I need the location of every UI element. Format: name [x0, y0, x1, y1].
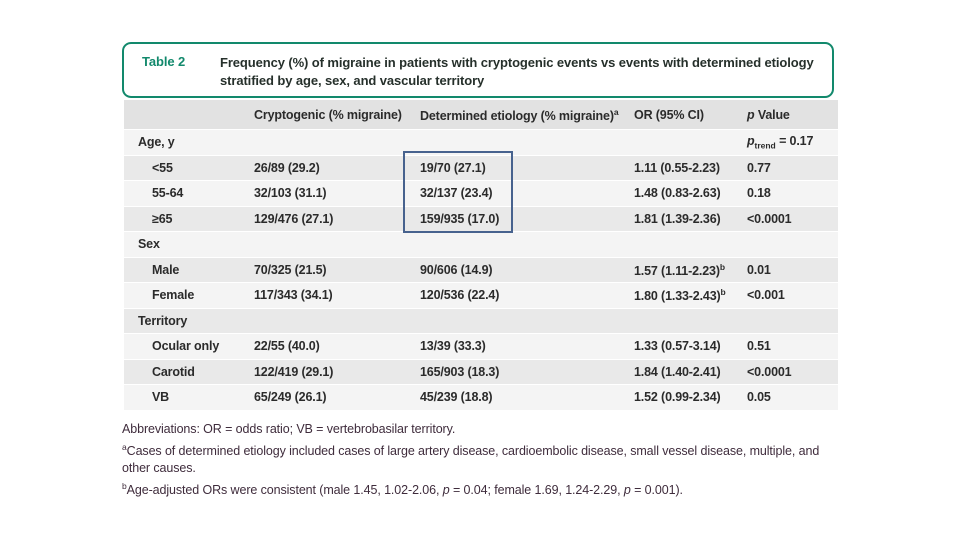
table-cell: 70/325 (21.5) [254, 262, 327, 277]
table-row: <55 26/89 (29.2) 19/70 (27.1) 1.11 (0.55-2.… [124, 155, 838, 181]
table-cell: 129/476 (27.1) [254, 211, 334, 226]
table-row: 55-64 32/103 (31.1) 32/137 (23.4) 1.48 (0.8… [124, 181, 838, 207]
table-header-row: Cryptogenic (% migraine) Determined etiol… [124, 100, 838, 130]
table-cell: 1.80 (1.33-2.43)b [634, 287, 726, 304]
table-number-label: Table 2 [142, 54, 186, 69]
table-cell: 45/239 (18.8) [420, 390, 493, 405]
table-cell: 1.33 (0.57-3.14) [634, 339, 721, 354]
highlight-box-determined-etiology-age [403, 151, 513, 233]
table-section-row: Sex [124, 232, 838, 258]
row-label: Territory [138, 313, 188, 328]
table-footnotes: Abbreviations: OR = odds ratio; VB = ver… [122, 421, 848, 499]
table-cell: 19/70 (27.1) [420, 160, 486, 175]
table-cell: 159/935 (17.0) [420, 211, 500, 226]
row-label: ≥65 [152, 211, 173, 226]
row-label: 55-64 [152, 186, 184, 201]
table-caption: Frequency (%) of migraine in patients wi… [220, 55, 814, 88]
table-row: VB 65/249 (26.1) 45/239 (18.8) 1.52 (0.99-2… [124, 385, 838, 411]
table-cell: 1.84 (1.40-2.41) [634, 364, 721, 379]
data-table: Cryptogenic (% migraine) Determined etiol… [124, 100, 838, 411]
table-row: ≥65 129/476 (27.1) 159/935 (17.0) 1.81 (1.3… [124, 206, 838, 232]
table-cell: <0.0001 [747, 364, 792, 379]
footnote-line: bAge-adjusted ORs were consistent (male … [122, 480, 683, 497]
table-cell: <0.001 [747, 288, 785, 303]
footnote-line: aCases of determined etiology included c… [122, 441, 820, 476]
row-label: Male [152, 262, 180, 277]
table-body: Age, y ptrend = 0.17 <55 26/89 (29.2) 19/70 … [124, 130, 838, 411]
table-cell: 32/137 (23.4) [420, 186, 493, 201]
table-cell: 1.57 (1.11-2.23)b [634, 261, 726, 278]
column-header: Cryptogenic (% migraine) [254, 107, 402, 122]
row-label: <55 [152, 160, 173, 175]
table-cell: 165/903 (18.3) [420, 364, 500, 379]
table-cell: 26/89 (29.2) [254, 160, 320, 175]
table-cell: 122/419 (29.1) [254, 364, 334, 379]
table-cell: 0.77 [747, 160, 771, 175]
column-header: OR (95% CI) [634, 107, 704, 122]
table-cell: 117/343 (34.1) [254, 288, 333, 303]
table-cell: 1.48 (0.83-2.63) [634, 186, 721, 201]
table-title-box: Table 2 Frequency (%) of migraine in pat… [122, 42, 834, 98]
table-cell: 90/606 (14.9) [420, 262, 493, 277]
row-label: Ocular only [152, 339, 220, 354]
row-label: VB [152, 390, 170, 405]
table-cell: 0.01 [747, 262, 771, 277]
column-header: p Value [747, 107, 790, 122]
footnote-line: Abbreviations: OR = odds ratio; VB = ver… [122, 422, 456, 436]
table-cell: <0.0001 [747, 211, 792, 226]
row-label: Sex [138, 237, 160, 252]
table-cell: 1.11 (0.55-2.23) [634, 160, 720, 175]
row-label: Carotid [152, 364, 195, 379]
table-cell: 1.81 (1.39-2.36) [634, 211, 721, 226]
table-cell: 0.05 [747, 390, 771, 405]
table-cell: 32/103 (31.1) [254, 186, 327, 201]
table-cell: 65/249 (26.1) [254, 390, 327, 405]
table-cell: 0.18 [747, 186, 771, 201]
table-row: Carotid 122/419 (29.1) 165/903 (18.3) 1.84 … [124, 359, 838, 385]
table-cell: ptrend = 0.17 [747, 134, 814, 151]
table-row: Ocular only 22/55 (40.0) 13/39 (33.3) 1.33 … [124, 334, 838, 360]
table-cell: 120/536 (22.4) [420, 288, 500, 303]
table-cell: 1.52 (0.99-2.34) [634, 390, 721, 405]
table-cell: 0.51 [747, 339, 771, 354]
table-cell: 22/55 (40.0) [254, 339, 320, 354]
row-label: Female [152, 288, 195, 303]
table-row: Female 117/343 (34.1) 120/536 (22.4) 1.80 (… [124, 283, 838, 309]
row-label: Age, y [138, 135, 175, 150]
table-section-row: Territory [124, 308, 838, 334]
column-header: Determined etiology (% migraine)a [420, 106, 619, 123]
table-cell: 13/39 (33.3) [420, 339, 486, 354]
table-row: Male 70/325 (21.5) 90/606 (14.9) 1.57 (1.11… [124, 257, 838, 283]
